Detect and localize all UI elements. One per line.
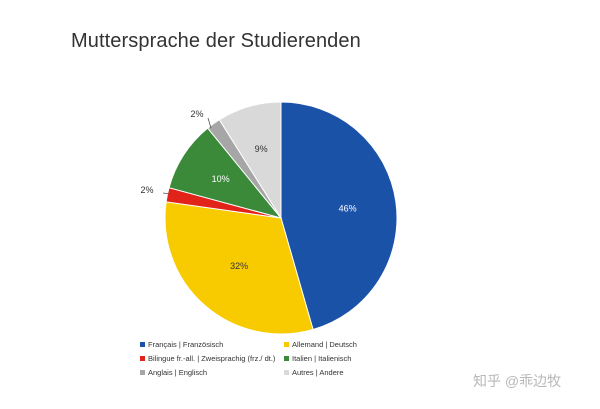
pie-slice	[168, 127, 283, 219]
legend-item: Anglais | Englisch	[140, 368, 207, 377]
legend-swatch	[140, 370, 145, 375]
slice-label: 2%	[140, 185, 153, 195]
legend-label: Bilingue fr.-all. | Zweisprachig (frz./ …	[148, 354, 276, 363]
legend-swatch	[140, 342, 145, 347]
slice-label: 9%	[255, 144, 268, 154]
legend-item: Bilingue fr.-all. | Zweisprachig (frz./ …	[140, 354, 275, 363]
legend-label: Anglais | Englisch	[148, 368, 208, 377]
legend-label: Autres | Andere	[292, 368, 344, 377]
legend-item: Italien | Italienisch	[284, 354, 351, 363]
pie-slice	[164, 201, 314, 335]
legend-label: Allemand | Deutsch	[292, 340, 357, 349]
chart-title: Muttersprache der Studierenden	[71, 30, 361, 52]
legend-swatch	[284, 356, 289, 361]
legend-label: Italien | Italienisch	[292, 354, 352, 363]
legend-swatch	[140, 356, 145, 361]
legend-item: Autres | Andere	[284, 368, 344, 377]
legend-label: Français | Französisch	[148, 340, 224, 349]
slice-label: 32%	[230, 261, 248, 271]
legend-swatch	[284, 370, 289, 375]
legend-item: Français | Französisch	[140, 340, 223, 349]
legend-swatch	[284, 342, 289, 347]
slice-label: 46%	[339, 204, 357, 214]
leader-line	[207, 117, 212, 129]
slice-label: 10%	[212, 174, 230, 184]
pie-slice	[218, 101, 282, 220]
leader-line	[162, 192, 171, 195]
legend-item: Allemand | Deutsch	[284, 340, 357, 349]
watermark: 知乎 @乖边牧	[473, 373, 562, 389]
slice-label: 2%	[190, 109, 203, 119]
pie-slice	[280, 101, 398, 331]
